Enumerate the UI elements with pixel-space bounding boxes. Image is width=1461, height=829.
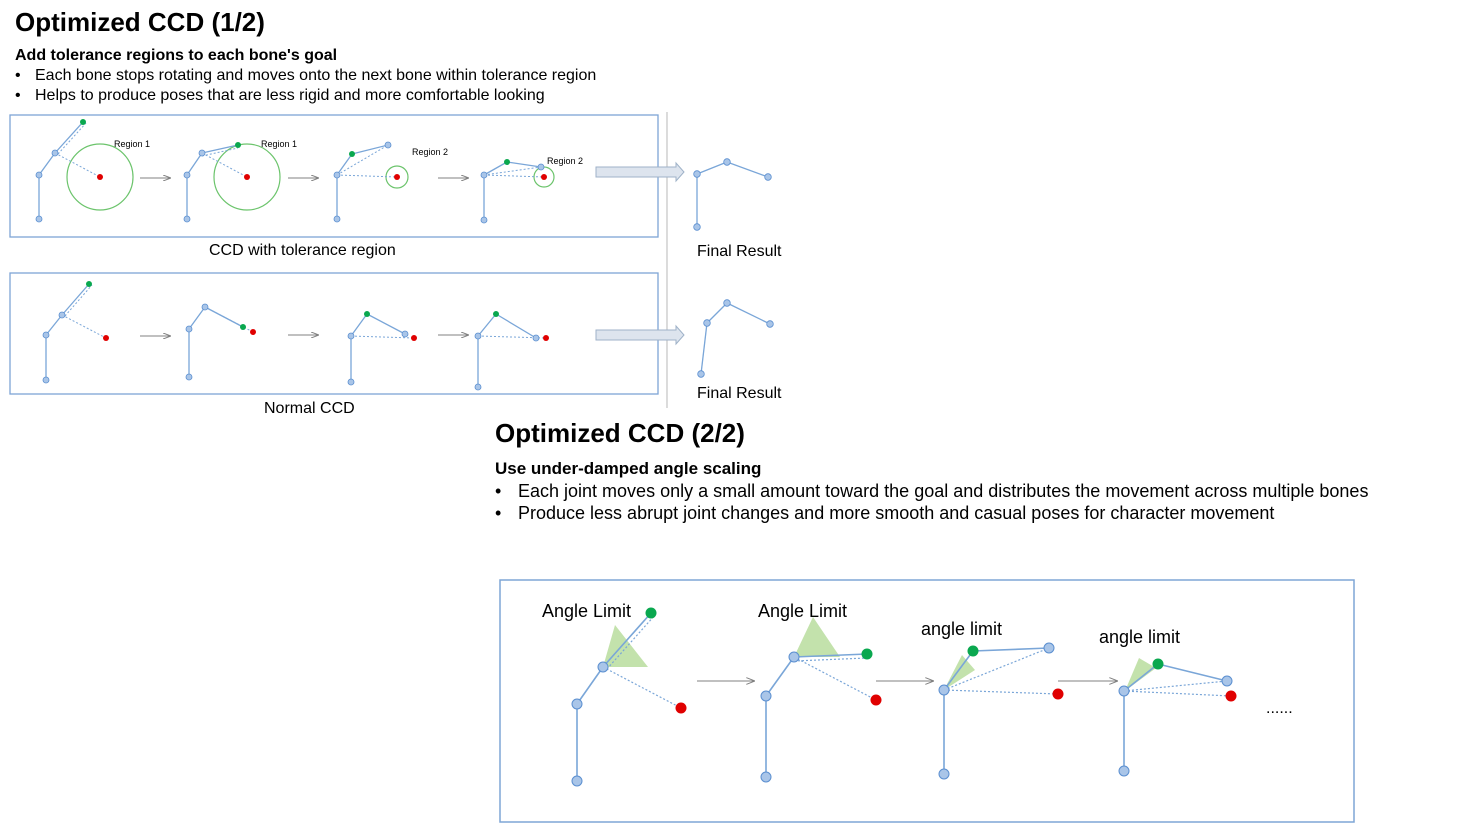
end-effector	[967, 645, 979, 657]
angle-limit-label-2: Angle Limit	[758, 601, 847, 621]
goal-target	[411, 335, 417, 341]
angle-limit-label-4: angle limit	[1099, 627, 1180, 647]
region-label-4: Region 2	[547, 156, 583, 166]
tolerance-step-1: Region 1	[35, 119, 150, 223]
tolerance-region-ring	[213, 143, 281, 211]
ccd-comparison-diagram: Region 1 Region 1 Region 2	[9, 112, 774, 408]
end-effector	[645, 607, 657, 619]
tolerance-ccd-caption: CCD with tolerance region	[209, 242, 396, 259]
tolerance-step-2: Region 1	[183, 139, 297, 223]
part1-subtitle: Add tolerance regions to each bone's goa…	[15, 47, 338, 64]
angle-limit-wedge	[603, 625, 648, 667]
end-effector	[861, 648, 873, 660]
goal-target	[250, 329, 256, 335]
result-arrow-bottom	[595, 324, 685, 346]
part2-bullet-1: Each joint moves only a small amount tow…	[495, 480, 1368, 502]
region-label-3: Region 2	[412, 147, 448, 157]
final-result-bottom	[697, 299, 774, 378]
part1-bullet-list: Each bone stops rotating and moves onto …	[15, 66, 596, 106]
end-effector	[235, 142, 241, 148]
angle-step-4: angle limit	[1099, 627, 1237, 777]
end-effector	[504, 159, 510, 165]
goal-target	[103, 335, 109, 341]
final-result-top	[693, 158, 772, 231]
continuation-ellipsis: ......	[1266, 700, 1293, 717]
tolerance-step-4: Region 2	[480, 156, 583, 224]
angle-step-2: Angle Limit	[758, 601, 882, 783]
goal-target	[97, 174, 103, 180]
goal-target	[1052, 688, 1064, 700]
angle-scaling-frame	[499, 579, 1355, 823]
end-effector	[240, 324, 246, 330]
final-result-label-top: Final Result	[697, 243, 782, 260]
goal-target	[244, 174, 250, 180]
angle-limit-wedge	[1125, 658, 1156, 691]
goal-target	[543, 335, 549, 341]
part2-bullet-list: Each joint moves only a small amount tow…	[495, 480, 1368, 524]
tolerance-step-3: Region 2	[333, 141, 448, 223]
normal-step-1	[42, 281, 109, 384]
goal-target	[394, 174, 400, 180]
end-effector	[349, 151, 355, 157]
goal-target	[870, 694, 882, 706]
normal-step-2	[185, 303, 256, 381]
end-effector	[80, 119, 86, 125]
part2-title: Optimized CCD (2/2)	[495, 418, 745, 448]
end-effector	[86, 281, 92, 287]
angle-limit-label-1: Angle Limit	[542, 601, 631, 621]
normal-ccd-caption: Normal CCD	[264, 400, 355, 417]
angle-step-3: angle limit	[921, 619, 1064, 780]
angle-step-1: Angle Limit	[542, 601, 687, 787]
normal-step-3	[347, 311, 417, 386]
angle-limit-wedge	[794, 617, 840, 657]
angle-limit-wedge	[944, 655, 975, 690]
part1-bullet-2: Helps to produce poses that are less rig…	[15, 86, 596, 106]
goal-target	[1225, 690, 1237, 702]
part1-bullet-1: Each bone stops rotating and moves onto …	[15, 66, 596, 86]
goal-target	[541, 174, 547, 180]
angle-limit-label-3: angle limit	[921, 619, 1002, 639]
part2-bullet-2: Produce less abrupt joint changes and mo…	[495, 502, 1368, 524]
normal-step-4	[474, 311, 549, 391]
tolerance-region-ring	[66, 143, 134, 211]
final-result-label-bottom: Final Result	[697, 385, 782, 402]
region-label-1: Region 1	[114, 139, 150, 149]
goal-target	[675, 702, 687, 714]
end-effector	[1152, 658, 1164, 670]
part1-title: Optimized CCD (1/2)	[15, 7, 265, 37]
result-arrow-top	[595, 161, 685, 183]
end-effector	[493, 311, 499, 317]
end-effector	[364, 311, 370, 317]
part2-subtitle: Use under-damped angle scaling	[495, 459, 762, 478]
region-label-2: Region 1	[261, 139, 297, 149]
